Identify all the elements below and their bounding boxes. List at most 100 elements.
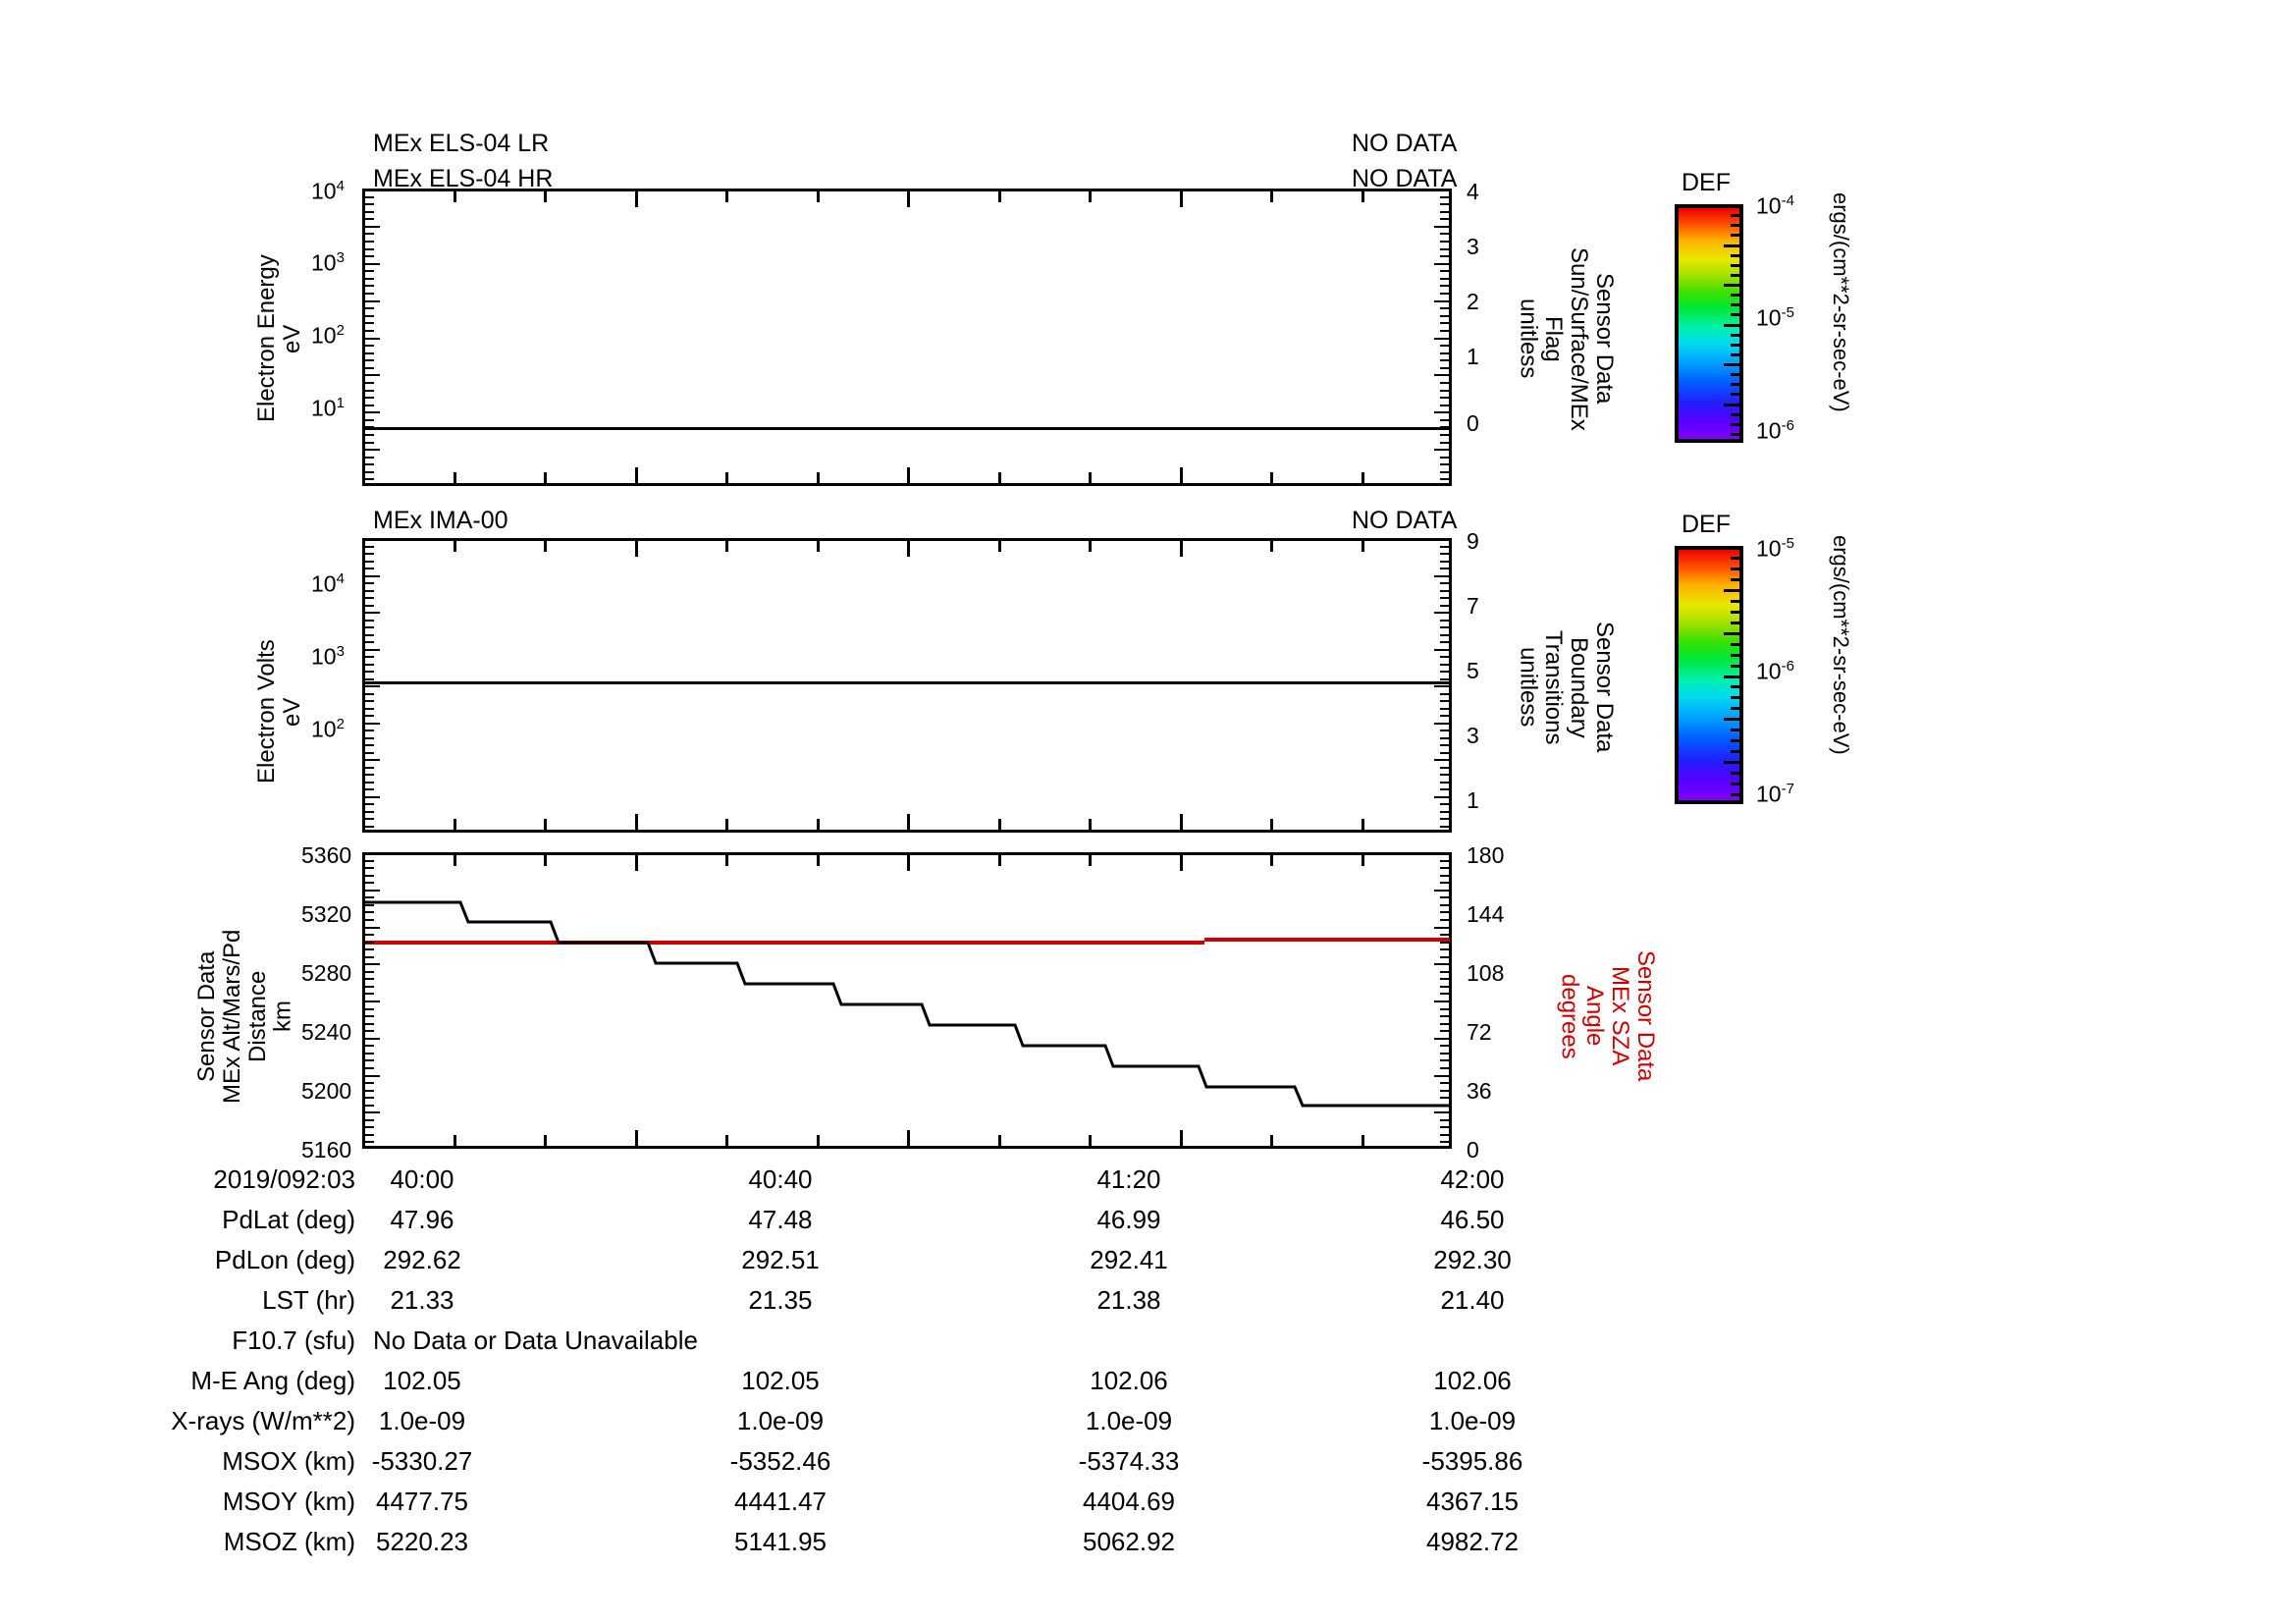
- panel-els-right-tick-0: 0: [1467, 410, 1479, 436]
- axis-tick: [365, 825, 374, 828]
- axis-tick: [1440, 426, 1449, 429]
- axis-tick: [1731, 412, 1739, 416]
- data-table-cell: 4404.69: [1083, 1487, 1175, 1516]
- data-table-cell: 102.06: [1090, 1366, 1168, 1395]
- axis-tick: [1440, 896, 1449, 899]
- axis-tick: [365, 337, 380, 340]
- axis-tick: [1440, 700, 1449, 702]
- data-table-cell: 21.33: [390, 1285, 454, 1315]
- axis-tick: [1434, 722, 1449, 725]
- axis-tick: [365, 963, 380, 966]
- axis-tick: [365, 314, 374, 317]
- axis-tick: [907, 814, 910, 830]
- axis-tick: [365, 397, 374, 400]
- axis-tick: [1089, 191, 1092, 202]
- panel-ima-ytick-1e2: 102: [311, 716, 345, 742]
- axis-tick: [1731, 599, 1739, 603]
- axis-tick: [365, 1066, 374, 1069]
- axis-tick: [1440, 568, 1449, 569]
- data-table-cell: 4367.15: [1426, 1487, 1519, 1516]
- axis-tick: [1270, 541, 1273, 552]
- axis-tick: [1731, 352, 1739, 356]
- panel-alt-right-tick-72: 72: [1467, 1019, 1492, 1045]
- axis-tick: [1440, 203, 1449, 206]
- axis-tick: [1731, 567, 1739, 570]
- panel-ima-right-tick-1: 1: [1467, 787, 1479, 813]
- axis-tick: [1361, 855, 1364, 866]
- axis-tick: [365, 671, 374, 673]
- axis-tick: [1434, 1001, 1449, 1002]
- data-table-cell: 21.35: [748, 1285, 813, 1315]
- axis-tick: [1440, 1104, 1449, 1107]
- axis-tick: [365, 233, 374, 236]
- axis-tick: [1731, 783, 1739, 786]
- axis-tick: [1434, 449, 1449, 452]
- data-table-cell: -5330.27: [371, 1446, 473, 1476]
- panel-alt-left-axis-title: Sensor Data MEx Alt/Mars/Pd Distance km: [193, 929, 296, 1104]
- axis-tick: [1440, 810, 1449, 813]
- axis-tick: [1440, 582, 1449, 584]
- axis-tick: [1440, 941, 1449, 944]
- axis-tick: [1440, 626, 1449, 628]
- axis-tick: [1731, 739, 1739, 743]
- axis-tick: [1434, 963, 1449, 966]
- axis-tick: [365, 859, 374, 862]
- axis-tick: [1440, 882, 1449, 885]
- data-table-span-value: No Data or Data Unavailable: [373, 1325, 698, 1355]
- axis-tick: [365, 277, 374, 280]
- axis-tick: [1731, 393, 1739, 397]
- axis-tick: [365, 751, 374, 754]
- axis-tick: [365, 299, 380, 302]
- axis-tick: [1089, 819, 1092, 830]
- axis-tick: [1440, 903, 1449, 906]
- axis-tick: [365, 270, 374, 273]
- axis-tick: [365, 545, 374, 548]
- axis-tick: [1440, 597, 1449, 599]
- data-table-cell: 21.38: [1096, 1285, 1161, 1315]
- axis-tick: [1440, 397, 1449, 400]
- axis-tick: [365, 700, 374, 702]
- axis-tick: [1440, 948, 1449, 951]
- panel-els-right-tick-3: 3: [1467, 234, 1479, 259]
- axis-tick: [1434, 299, 1449, 302]
- axis-tick: [365, 867, 374, 870]
- axis-tick: [1440, 433, 1449, 436]
- axis-tick: [453, 855, 456, 866]
- axis-tick: [1731, 556, 1739, 560]
- axis-tick: [1434, 262, 1449, 265]
- axis-tick: [907, 1130, 910, 1146]
- panel-els-right-tick-2: 2: [1467, 289, 1479, 314]
- axis-tick: [1179, 467, 1183, 483]
- axis-tick: [1440, 1030, 1449, 1033]
- axis-tick: [1731, 234, 1739, 238]
- axis-tick: [1440, 456, 1449, 459]
- axis-tick: [1434, 337, 1449, 340]
- axis-tick: [1361, 541, 1364, 552]
- axis-tick: [365, 911, 374, 914]
- axis-tick: [1440, 867, 1449, 870]
- axis-tick: [365, 1089, 374, 1092]
- axis-tick: [1440, 478, 1449, 481]
- axis-tick: [1434, 759, 1449, 761]
- panel-ima-ytick-1e4: 104: [311, 570, 345, 597]
- axis-tick: [365, 882, 374, 885]
- axis-tick: [544, 472, 547, 483]
- axis-tick: [365, 1037, 380, 1040]
- axis-tick: [1724, 631, 1739, 635]
- axis-tick: [365, 307, 374, 310]
- axis-tick: [365, 1022, 374, 1025]
- axis-tick: [365, 433, 374, 436]
- axis-tick: [365, 926, 380, 929]
- panel-alt-ytick-5240: 5240: [301, 1019, 352, 1045]
- axis-tick: [365, 818, 374, 820]
- axis-tick: [1440, 553, 1449, 555]
- data-table-cell: 40:40: [748, 1164, 813, 1194]
- axis-tick: [1270, 1135, 1273, 1146]
- panel-ima-right-tick-3: 3: [1467, 723, 1479, 748]
- axis-tick: [365, 411, 380, 414]
- axis-tick: [1440, 1082, 1449, 1085]
- axis-tick: [725, 191, 728, 202]
- colorbar-def-2-title: DEF: [1682, 511, 1731, 538]
- axis-tick: [365, 677, 374, 680]
- axis-tick: [365, 463, 374, 466]
